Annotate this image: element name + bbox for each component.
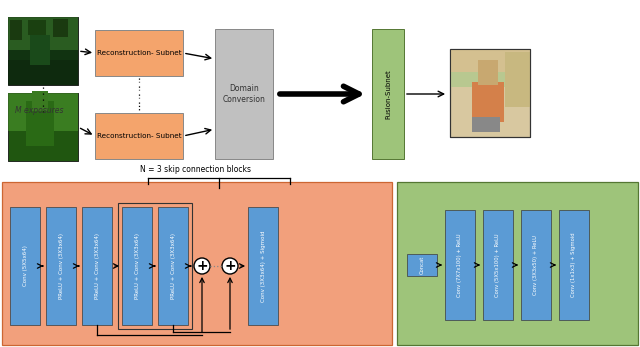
Text: Fusion-Subnet: Fusion-Subnet [385, 69, 391, 119]
Bar [450, 49, 530, 82]
Bar [8, 93, 78, 161]
Text: N = 3 skip connection blocks: N = 3 skip connection blocks [140, 165, 250, 174]
Text: Conv (3X3x50) + ReLU: Conv (3X3x50) + ReLU [534, 235, 538, 295]
Text: +: + [224, 259, 236, 273]
Bar [486, 117, 500, 132]
Bar [10, 207, 40, 325]
Bar [26, 101, 54, 146]
Text: PReLU + Conv (3X3x64): PReLU + Conv (3X3x64) [170, 233, 175, 299]
Bar [46, 207, 76, 325]
Bar [8, 17, 78, 50]
Circle shape [194, 258, 210, 274]
Bar [215, 29, 273, 159]
Bar [122, 207, 152, 325]
Bar [8, 60, 78, 85]
Text: Reconstruction- Subnet: Reconstruction- Subnet [97, 50, 181, 56]
Bar [158, 207, 188, 325]
Bar [450, 72, 530, 87]
Bar [8, 17, 78, 85]
Bar [445, 210, 475, 320]
Text: Domain
Conversion: Domain Conversion [223, 84, 266, 104]
Bar [10, 20, 22, 40]
Bar [372, 29, 404, 159]
Bar [2, 182, 392, 345]
Text: PReLU + Conv (3X3x64): PReLU + Conv (3X3x64) [58, 233, 63, 299]
Bar [450, 49, 530, 137]
Bar [8, 93, 78, 161]
Text: M exposures: M exposures [15, 105, 63, 115]
Text: PReLU + Conv (3X3x64): PReLU + Conv (3X3x64) [95, 233, 99, 299]
Bar [30, 35, 50, 65]
Bar [118, 203, 192, 329]
Text: Conv (3X3x64) + Sigmoid: Conv (3X3x64) + Sigmoid [260, 230, 266, 302]
Circle shape [222, 258, 238, 274]
Bar [472, 117, 486, 132]
Text: Reconstruction- Subnet: Reconstruction- Subnet [97, 133, 181, 139]
Text: Conv (5X5x100) + ReLU: Conv (5X5x100) + ReLU [495, 233, 500, 297]
Bar [82, 207, 112, 325]
Bar [53, 19, 68, 37]
Bar [505, 52, 530, 107]
Bar [472, 82, 504, 122]
Bar [8, 93, 78, 131]
Bar [559, 210, 589, 320]
Text: Concat: Concat [419, 256, 424, 274]
Bar [95, 113, 183, 159]
Text: +: + [196, 259, 208, 273]
Bar [450, 49, 530, 137]
Bar [521, 210, 551, 320]
Bar [397, 182, 638, 345]
Bar [32, 91, 48, 111]
Bar [478, 60, 498, 85]
Bar [407, 254, 437, 276]
Bar [28, 20, 46, 35]
Bar [248, 207, 278, 325]
Bar [8, 17, 78, 85]
Text: Conv (5X5x64): Conv (5X5x64) [22, 246, 28, 286]
Text: Conv (1x1x3) + Sigmoid: Conv (1x1x3) + Sigmoid [572, 233, 577, 297]
Bar [95, 30, 183, 76]
Text: PReLU + Conv (3X3x64): PReLU + Conv (3X3x64) [134, 233, 140, 299]
Bar [483, 210, 513, 320]
Text: Conv (7X7x100) + ReLU: Conv (7X7x100) + ReLU [458, 233, 463, 297]
